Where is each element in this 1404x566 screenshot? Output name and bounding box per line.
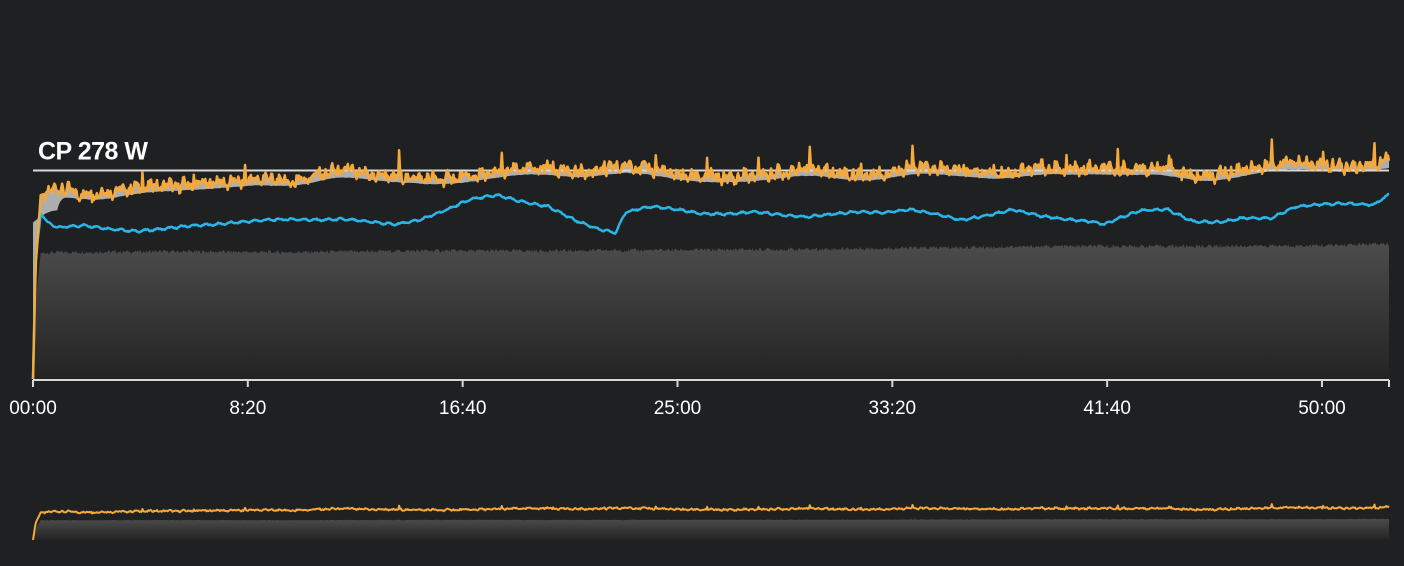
x-tick-label: 8:20	[229, 398, 266, 419]
power-line	[31, 138, 1391, 380]
x-tick-label: 16:40	[439, 398, 487, 419]
x-tick-label: 50:00	[1298, 398, 1346, 419]
x-tick-label: 41:40	[1083, 398, 1131, 419]
overview-altitude-area	[33, 518, 1389, 540]
x-tick-label: 00:00	[9, 398, 57, 419]
overview-power-line	[32, 503, 1390, 541]
x-tick-label: 33:20	[869, 398, 917, 419]
x-tick-label: 25:00	[654, 398, 702, 419]
cp-label: CP 278 W	[38, 138, 148, 166]
heart-rate-line	[31, 192, 1390, 380]
overview-chart[interactable]	[32, 503, 1390, 541]
x-axis-ticks: 00:00 8:20 16:40 25:00 33:20 41:40 50:00	[9, 380, 1390, 419]
main-chart[interactable]: CP 278 W 00:00 8:20 16:40 25:00 33:20 41:40 50…	[9, 138, 1391, 420]
altitude-area	[33, 242, 1389, 379]
